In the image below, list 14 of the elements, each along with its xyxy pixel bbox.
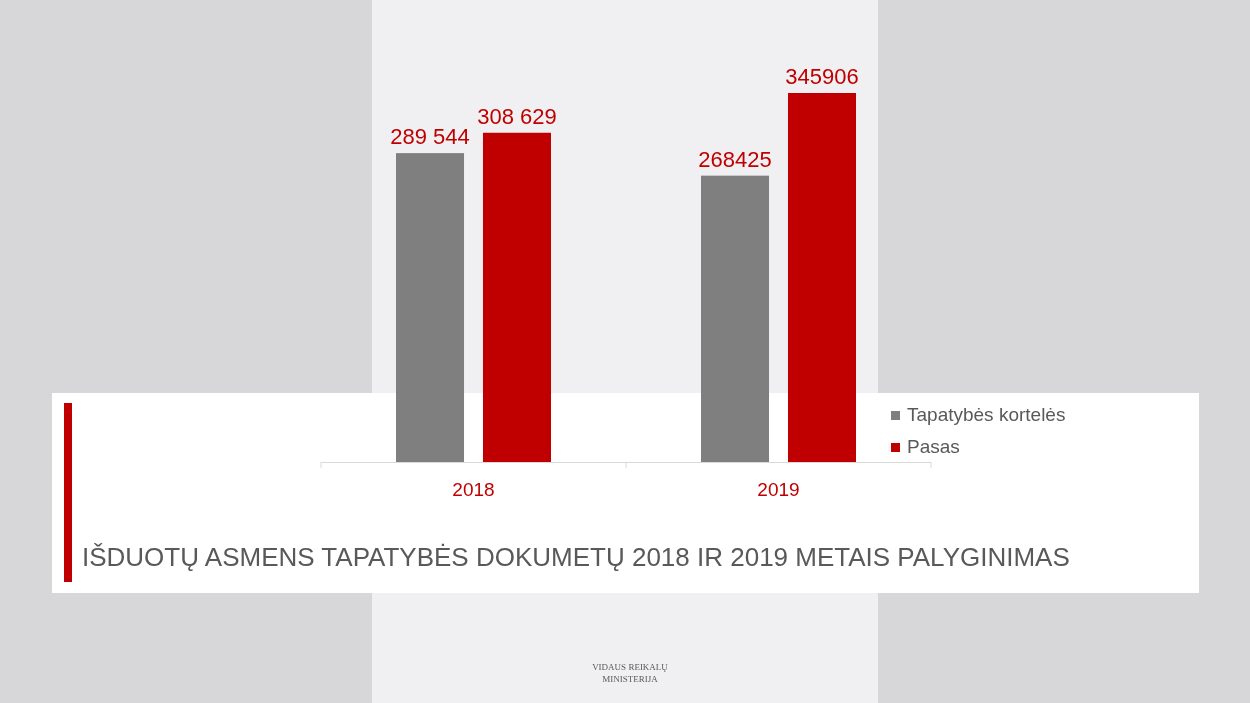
text: IŠDUOTŲ ASMENS TAPATYBĖS DOKUMETŲ 2018 IR 2019 METAIS PALYGINIMAS <box>82 542 1070 572</box>
x-tick-label: 2019 <box>757 479 800 500</box>
x-tick-label: 2018 <box>452 479 495 500</box>
data-label: 289 544 <box>390 124 470 150</box>
bar <box>787 93 856 462</box>
bar <box>482 132 551 462</box>
bar <box>396 153 465 462</box>
bar <box>701 175 770 462</box>
data-label: 345906 <box>785 64 859 89</box>
data-label: 268425 <box>698 146 772 172</box>
legend-label: Tapatybės kortelės <box>907 404 1066 426</box>
data-label: 308 629 <box>477 103 557 129</box>
legend-label: Pasas <box>907 436 960 458</box>
text: VIDAUS REIKALŲ MINISTERIJA <box>592 662 669 684</box>
